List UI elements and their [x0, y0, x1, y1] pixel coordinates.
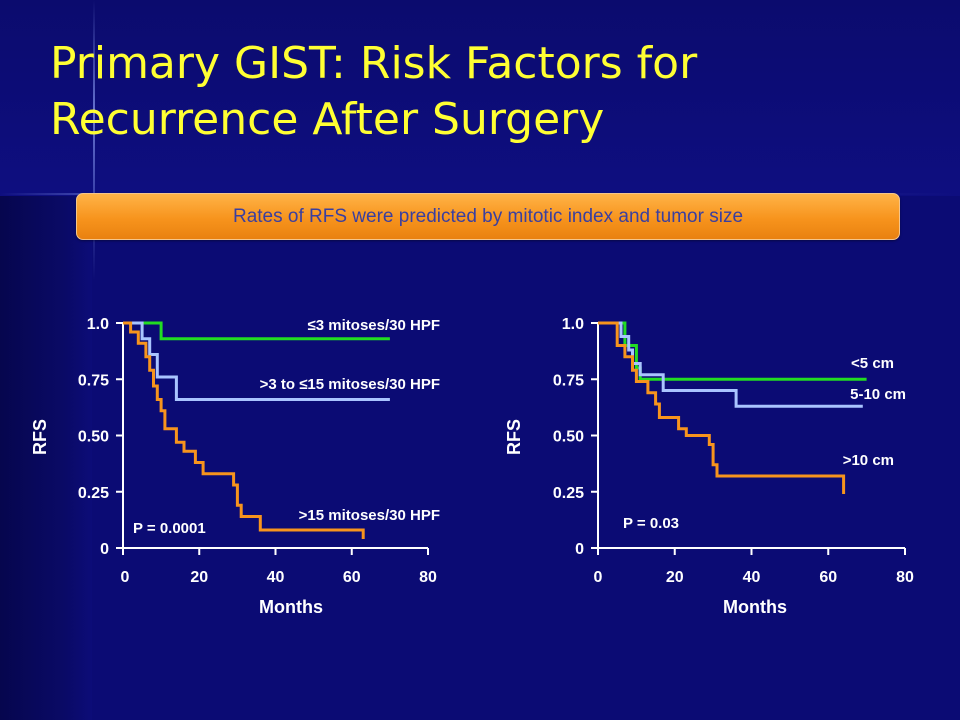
chart1-x-tick-label: 0: [121, 569, 130, 586]
chart2-y-axis-label: RFS: [504, 419, 524, 455]
chart1-x-tick-label: 40: [267, 569, 285, 586]
chart2-series-line-1: [598, 321, 867, 381]
chart1-x-axis-label: Months: [259, 597, 323, 617]
chart2-series-line-2: [598, 321, 863, 408]
chart2-x-tick-label: 80: [896, 569, 914, 586]
chart2-x-axis-label: Months: [723, 597, 787, 617]
chart1-y-tick-label: 0: [100, 541, 109, 558]
chart1-x-tick-label: 80: [419, 569, 437, 586]
chart2-series-line-3: [598, 321, 846, 494]
chart2-x-tick-label: 0: [594, 569, 603, 586]
chart1-series-line-2: [123, 321, 390, 401]
chart1-y-tick-label: 1.0: [87, 316, 109, 333]
chart1-series-label-1: ≤3 mitoses/30 HPF: [308, 317, 440, 334]
chart2-series-label-3: >10 cm: [843, 452, 894, 469]
chart1-series-line-3: [123, 321, 365, 539]
chart1-y-tick-label: 0.50: [78, 429, 109, 446]
decorative-vertical-line: [93, 0, 95, 280]
chart2-series-label-1: <5 cm: [851, 355, 894, 372]
chart1-series-label-2: >3 to ≤15 mitoses/30 HPF: [260, 376, 440, 393]
background-top-band: [0, 0, 960, 196]
slide-title: Primary GIST: Risk Factors for Recurrenc…: [50, 38, 698, 145]
summary-banner: Rates of RFS were predicted by mitotic i…: [76, 193, 900, 240]
chart2-p-value: P = 0.03: [623, 515, 679, 532]
chart2-y-tick-label: 0.25: [553, 485, 584, 502]
chart1-y-tick-label: 0.25: [78, 485, 109, 502]
chart2-x-tick-label: 20: [666, 569, 684, 586]
chart1-series-label-3: >15 mitoses/30 HPF: [299, 507, 440, 524]
chart2-x-tick-label: 40: [743, 569, 761, 586]
chart2-x-tick-label: 60: [819, 569, 837, 586]
chart1-x-tick-label: 20: [190, 569, 208, 586]
chart2-y-tick-label: 0.50: [553, 429, 584, 446]
chart2-y-tick-label: 1.0: [562, 316, 584, 333]
chart1-x-tick-label: 60: [343, 569, 361, 586]
chart2-series-label-2: 5-10 cm: [850, 386, 906, 403]
chart2-y-tick-label: 0: [575, 541, 584, 558]
chart1-y-tick-label: 0.75: [78, 372, 109, 389]
chart1-y-axis-label: RFS: [30, 419, 50, 455]
chart1-p-value: P = 0.0001: [133, 520, 206, 537]
chart2-y-tick-label: 0.75: [553, 372, 584, 389]
